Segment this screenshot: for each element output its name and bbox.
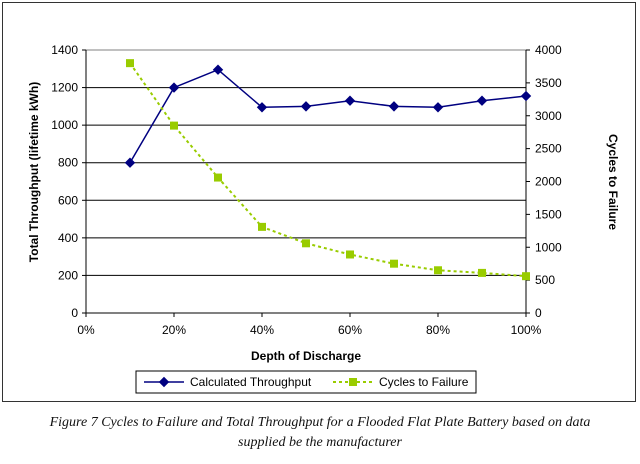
y2-tick-label: 500 bbox=[535, 273, 555, 287]
legend: Calculated Throughput Cycles to Failure bbox=[135, 370, 477, 394]
y2-axis-ticks: 0 500 1000 1500 2000 2500 3000 3500 4000 bbox=[526, 43, 562, 320]
y-axis-ticks: 0 200 400 600 800 1000 1200 1400 bbox=[51, 43, 86, 320]
y-tick-label: 1200 bbox=[51, 81, 78, 95]
chart: 0 200 400 600 800 1000 1200 1400 0 500 1000 1500 20… bbox=[27, 43, 620, 394]
calculated-throughput-line bbox=[129, 68, 527, 164]
x-axis-title: Depth of Discharge bbox=[251, 349, 361, 363]
calculated-throughput-point bbox=[388, 101, 400, 112]
plot-area bbox=[85, 49, 527, 314]
cycles-to-failure-line bbox=[129, 62, 527, 278]
y-axis-title: Total Throughput (lifetime kWh) bbox=[27, 82, 41, 262]
calculated-throughput-point bbox=[256, 102, 268, 113]
cycles-to-failure-point bbox=[302, 239, 310, 248]
y2-tick-label: 0 bbox=[535, 306, 542, 320]
legend-calculated-throughput-marker bbox=[158, 376, 170, 388]
y2-tick-label: 2000 bbox=[535, 175, 562, 189]
y-tick-label: 800 bbox=[58, 156, 78, 170]
x-tick-label: 20% bbox=[162, 323, 186, 337]
cycles-to-failure-point bbox=[258, 222, 266, 231]
calculated-throughput-point bbox=[344, 95, 356, 106]
calculated-throughput-point bbox=[212, 64, 224, 75]
y-tick-label: 1400 bbox=[51, 43, 78, 57]
x-tick-label: 40% bbox=[250, 323, 274, 337]
cycles-to-failure-point bbox=[522, 272, 530, 281]
x-tick-label: 80% bbox=[426, 323, 450, 337]
calculated-throughput-point bbox=[300, 101, 312, 112]
y2-tick-label: 1500 bbox=[535, 207, 562, 221]
legend-cycles-to-failure-label: Cycles to Failure bbox=[379, 375, 469, 389]
cycles-to-failure-point bbox=[346, 250, 354, 259]
y-tick-label: 0 bbox=[71, 306, 78, 320]
caption-line-1: Figure 7 Cycles to Failure and Total Thr… bbox=[49, 415, 591, 430]
cycles-to-failure-point bbox=[434, 266, 442, 275]
legend-cycles-to-failure-marker bbox=[349, 378, 357, 386]
y2-tick-label: 3000 bbox=[535, 109, 562, 123]
y-tick-label: 200 bbox=[58, 268, 78, 282]
calculated-throughput-point bbox=[124, 157, 136, 168]
x-tick-label: 0% bbox=[77, 323, 95, 337]
y-tick-label: 400 bbox=[58, 231, 78, 245]
y2-tick-label: 1000 bbox=[535, 240, 562, 254]
caption-line-2: supplied be the manufacturer bbox=[238, 435, 402, 450]
cycles-to-failure-point bbox=[214, 173, 222, 182]
legend-calculated-throughput-label: Calculated Throughput bbox=[190, 375, 312, 389]
calculated-throughput-point bbox=[476, 95, 488, 106]
cycles-to-failure-point bbox=[390, 259, 398, 268]
gridlines bbox=[85, 50, 527, 314]
x-tick-label: 100% bbox=[511, 323, 542, 337]
series-group bbox=[124, 59, 532, 281]
calculated-throughput-point bbox=[520, 90, 532, 102]
y2-tick-label: 3500 bbox=[535, 76, 562, 90]
y2-tick-label: 2500 bbox=[535, 142, 562, 156]
y-tick-label: 600 bbox=[58, 193, 78, 207]
y-tick-label: 1000 bbox=[51, 118, 78, 132]
y2-axis-title: Cycles to Failure bbox=[606, 134, 620, 230]
x-axis-ticks: 0% 20% 40% 60% 80% 100% bbox=[77, 313, 542, 337]
cycles-to-failure-point bbox=[170, 121, 178, 130]
cycles-to-failure-point bbox=[126, 59, 134, 68]
legend-box bbox=[135, 370, 477, 394]
y2-tick-label: 4000 bbox=[535, 43, 562, 57]
x-tick-label: 60% bbox=[338, 323, 362, 337]
figure-caption: Figure 7 Cycles to Failure and Total Thr… bbox=[0, 413, 640, 453]
calculated-throughput-point bbox=[168, 82, 180, 93]
calculated-throughput-point bbox=[432, 102, 444, 113]
cycles-to-failure-point bbox=[478, 268, 486, 277]
